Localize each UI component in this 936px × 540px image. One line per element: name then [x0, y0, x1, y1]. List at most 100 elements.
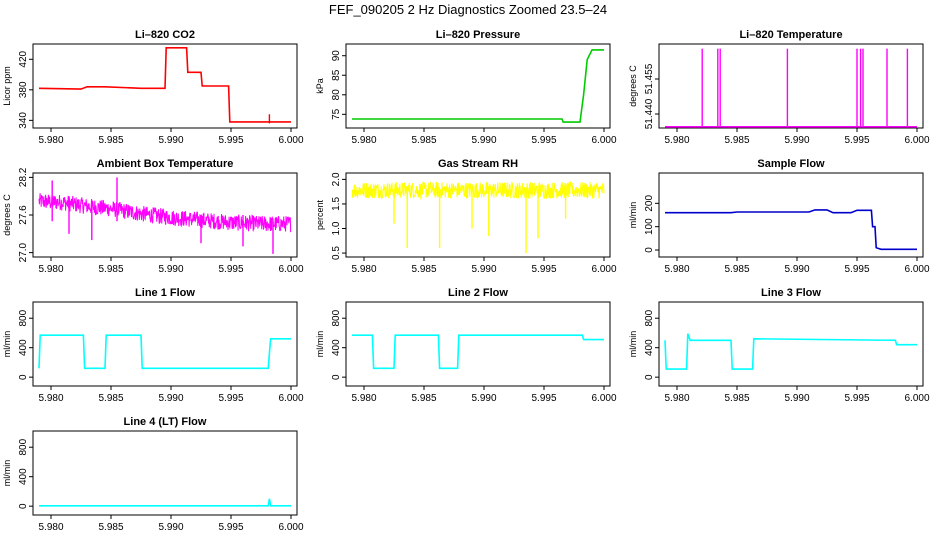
x-tick-label: 5.980	[351, 135, 376, 146]
y-tick-label: 1.0	[331, 221, 342, 235]
x-tick-label: 5.980	[351, 264, 376, 275]
series-line-1	[38, 193, 292, 233]
x-tick-label: 5.995	[844, 264, 869, 275]
chart-panel-1: Li–820 CO2 5.980 5.985 5.990 5.995 6.000 340 38…	[2, 29, 304, 146]
y-tick-label: 80	[331, 89, 342, 101]
x-tick-label: 5.990	[784, 135, 809, 146]
plot-frame	[345, 172, 611, 258]
x-tick-label: 5.985	[98, 264, 123, 275]
y-tick-label: 340	[18, 112, 29, 129]
plot-area	[38, 334, 291, 370]
chart-panel-7: Line 1 Flow 5.980 5.985 5.990 5.995 6.000 0 400…	[2, 287, 304, 404]
plot-frame	[345, 301, 611, 387]
y-tick-label: 800	[18, 438, 29, 455]
x-tick-label: 5.980	[664, 393, 689, 404]
plot-area	[351, 180, 605, 254]
plot-area	[665, 209, 917, 251]
x-tick-label: 5.990	[471, 264, 496, 275]
x-tick-label: 5.985	[411, 135, 436, 146]
y-tick-label: 800	[331, 309, 342, 326]
y-tick-label: 27.6	[18, 205, 29, 225]
y-tick-label: 0.5	[331, 246, 342, 260]
y-axis-label: degrees C	[628, 65, 638, 107]
x-tick-label: 6.000	[591, 135, 616, 146]
chart-title: Line 1 Flow	[135, 287, 195, 299]
x-tick-label: 6.000	[278, 264, 303, 275]
plot-area	[664, 333, 917, 370]
series-line-1	[39, 498, 291, 507]
y-tick-label: 0	[18, 374, 29, 380]
chart-title: Line 2 Flow	[448, 287, 508, 299]
series-line-1	[38, 46, 291, 123]
plot-frame	[32, 430, 298, 516]
x-tick-label: 5.980	[38, 393, 63, 404]
chart-title: Gas Stream RH	[438, 158, 518, 170]
x-tick-label: 5.980	[664, 264, 689, 275]
x-tick-label: 5.985	[411, 264, 436, 275]
plot-area	[38, 177, 292, 254]
chart-title: Line 4 (LT) Flow	[124, 416, 207, 428]
chart-panel-10: Line 4 (LT) Flow 5.980 5.985 5.990 5.995 6.00…	[2, 416, 304, 533]
chart-title: Sample Flow	[757, 158, 825, 170]
y-tick-label: 2.0	[331, 172, 342, 186]
y-axis-label: percent	[315, 199, 325, 230]
series-line-1	[352, 334, 604, 370]
y-tick-label: 100	[644, 218, 655, 235]
plot-area	[38, 46, 291, 124]
y-tick-label: 85	[331, 69, 342, 81]
x-tick-label: 5.980	[351, 393, 376, 404]
x-tick-label: 5.990	[158, 522, 183, 533]
plot-frame	[32, 43, 298, 129]
x-tick-label: 5.985	[724, 135, 749, 146]
x-tick-label: 6.000	[278, 522, 303, 533]
y-axis-label: ml/min	[2, 460, 12, 487]
x-tick-label: 5.985	[98, 135, 123, 146]
y-tick-label: 0	[18, 503, 29, 509]
plot-area	[665, 48, 917, 128]
y-axis-label: ml/min	[628, 331, 638, 358]
chart-panel-6: Sample Flow 5.980 5.985 5.990 5.995 6.000 0 100…	[628, 158, 930, 275]
x-tick-label: 5.995	[844, 135, 869, 146]
y-tick-label: 800	[644, 309, 655, 326]
x-tick-label: 5.990	[158, 135, 183, 146]
series-line-1	[352, 49, 604, 123]
plot-frame	[658, 43, 924, 129]
y-tick-label: 400	[18, 339, 29, 356]
y-tick-label: 0	[644, 247, 655, 253]
plot-frame	[32, 301, 298, 387]
chart-title: Line 3 Flow	[761, 287, 821, 299]
chart-panel-3: Li–820 Temperature 5.980 5.985 5.990 5.995 6.…	[628, 29, 930, 146]
x-tick-label: 5.990	[471, 393, 496, 404]
y-axis-label: ml/min	[628, 202, 638, 229]
y-tick-label: 400	[331, 339, 342, 356]
x-tick-label: 5.995	[218, 522, 243, 533]
plot-frame	[658, 301, 924, 387]
x-tick-label: 5.985	[98, 522, 123, 533]
x-tick-label: 5.995	[531, 135, 556, 146]
x-tick-label: 5.980	[38, 522, 63, 533]
x-tick-label: 5.990	[158, 393, 183, 404]
x-tick-label: 5.995	[218, 393, 243, 404]
x-tick-label: 5.985	[724, 264, 749, 275]
x-tick-label: 6.000	[591, 393, 616, 404]
y-tick-label: 90	[331, 50, 342, 62]
x-tick-label: 5.995	[218, 135, 243, 146]
y-tick-label: 400	[644, 339, 655, 356]
x-tick-label: 5.995	[844, 393, 869, 404]
x-tick-label: 5.990	[784, 393, 809, 404]
chart-panel-8: Line 2 Flow 5.980 5.985 5.990 5.995 6.000 0 400…	[315, 287, 617, 404]
y-axis-label: ml/min	[2, 331, 12, 358]
y-tick-label: 0	[644, 374, 655, 380]
x-tick-label: 5.980	[664, 135, 689, 146]
plot-frame	[345, 43, 611, 129]
x-tick-label: 6.000	[904, 264, 929, 275]
series-line-1	[38, 334, 291, 370]
y-tick-label: 0	[331, 374, 342, 380]
y-tick-label: 800	[18, 309, 29, 326]
x-tick-label: 5.990	[471, 135, 496, 146]
chart-title: Li–820 CO2	[135, 29, 195, 41]
x-tick-label: 5.985	[724, 393, 749, 404]
y-axis-label: ml/min	[315, 331, 325, 358]
x-tick-label: 5.990	[784, 264, 809, 275]
